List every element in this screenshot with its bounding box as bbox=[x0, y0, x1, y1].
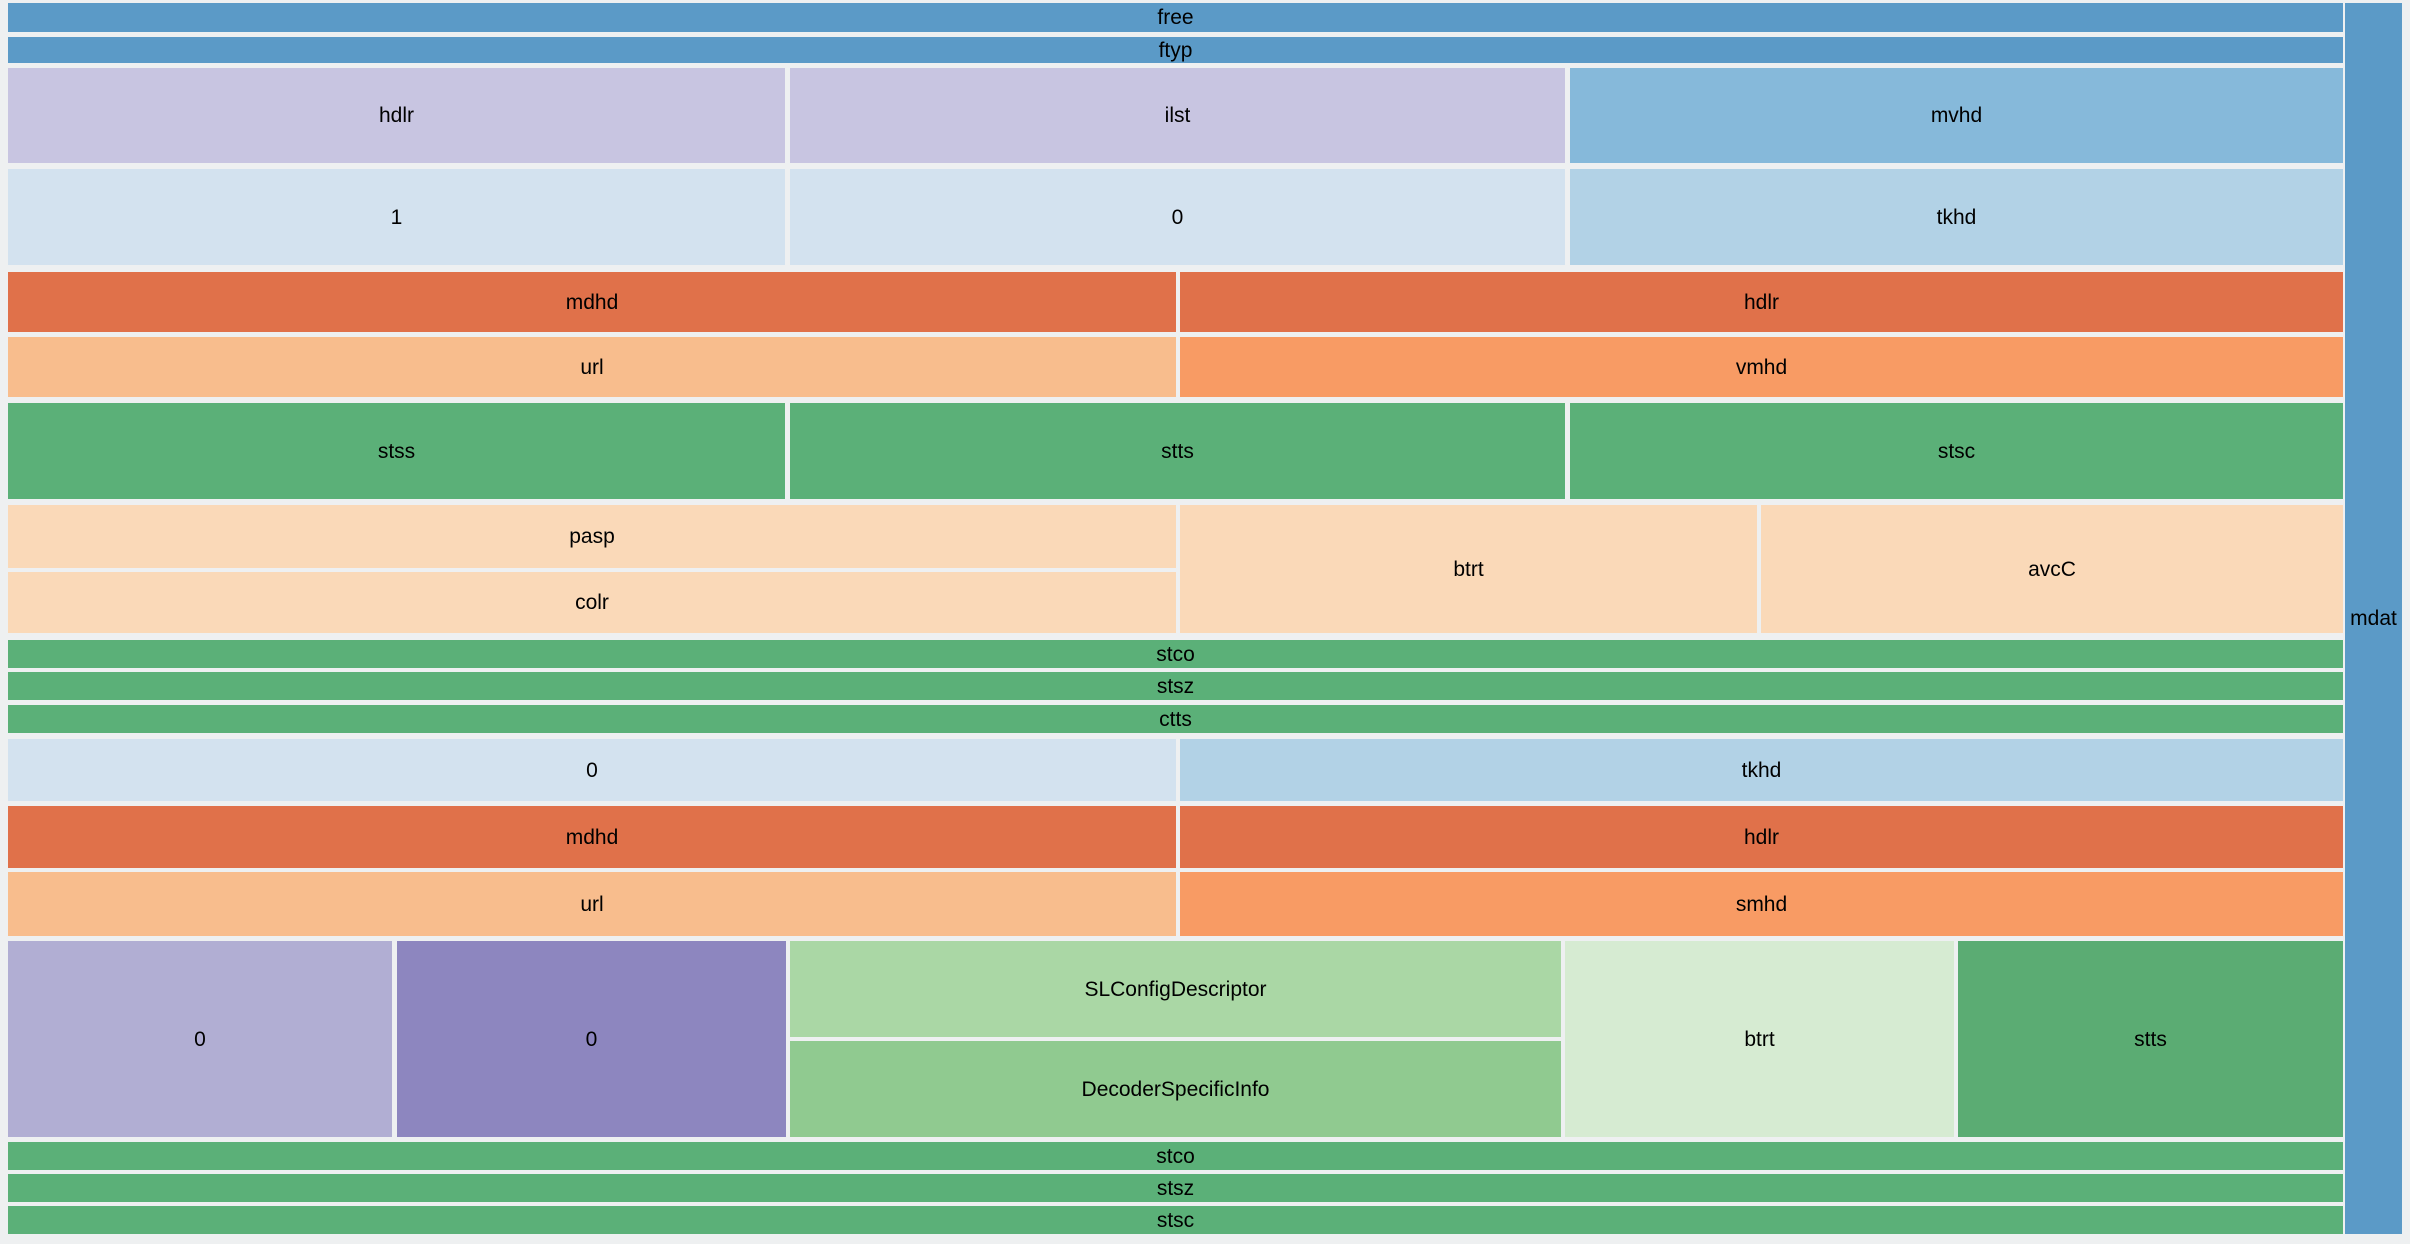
box-smhd[interactable]: smhd bbox=[1180, 872, 2343, 936]
box-value-0[interactable]: 0 bbox=[790, 169, 1565, 265]
box-label: 0 bbox=[585, 1027, 598, 1051]
box-label: ftyp bbox=[1158, 38, 1193, 62]
box-label: stsc bbox=[1156, 1208, 1195, 1232]
box-label: mdhd bbox=[565, 290, 619, 314]
box-mdat[interactable]: mdat bbox=[2345, 3, 2402, 1234]
box-url-audio[interactable]: url bbox=[8, 872, 1176, 936]
box-label: stss bbox=[377, 439, 416, 463]
box-stco-audio[interactable]: stco bbox=[8, 1142, 2343, 1170]
box-label: 0 bbox=[194, 1027, 206, 1051]
box-pasp[interactable]: pasp bbox=[8, 505, 1176, 568]
box-label: smhd bbox=[1735, 892, 1788, 916]
box-decoderspecificinfo[interactable]: DecoderSpecificInfo bbox=[790, 1041, 1561, 1137]
box-label: stco bbox=[1156, 642, 1195, 666]
box-value-0-esds-b[interactable]: 0 bbox=[397, 941, 786, 1137]
box-btrt-video[interactable]: btrt bbox=[1180, 505, 1757, 633]
box-stsc-video[interactable]: stsc bbox=[1570, 403, 2343, 499]
box-free[interactable]: free bbox=[8, 3, 2343, 32]
box-stsc-audio[interactable]: stsc bbox=[8, 1206, 2343, 1234]
box-label: stts bbox=[1161, 439, 1194, 463]
box-stss[interactable]: stss bbox=[8, 403, 785, 499]
box-label: mvhd bbox=[1930, 104, 1983, 127]
box-ctts[interactable]: ctts bbox=[8, 705, 2343, 733]
box-label: 1 bbox=[390, 205, 403, 229]
box-label: tkhd bbox=[1741, 758, 1782, 782]
box-label: hdlr bbox=[1743, 825, 1780, 849]
box-label: vmhd bbox=[1735, 355, 1788, 379]
box-stts-video[interactable]: stts bbox=[790, 403, 1565, 499]
box-value-0-audio[interactable]: 0 bbox=[8, 739, 1176, 801]
box-hdlr-media-audio[interactable]: hdlr bbox=[1180, 806, 2343, 868]
box-label: 0 bbox=[586, 758, 598, 782]
box-label: stsz bbox=[1156, 1176, 1195, 1200]
box-mvhd[interactable]: mvhd bbox=[1570, 68, 2343, 163]
box-label: SLConfigDescriptor bbox=[1084, 977, 1267, 1001]
box-label: mdhd bbox=[565, 825, 619, 849]
box-label: DecoderSpecificInfo bbox=[1081, 1077, 1270, 1101]
box-stts-audio[interactable]: stts bbox=[1958, 941, 2343, 1137]
box-value-1[interactable]: 1 bbox=[8, 169, 785, 265]
box-label: ilst bbox=[1164, 104, 1191, 127]
box-label: hdlr bbox=[378, 104, 415, 127]
box-btrt-audio[interactable]: btrt bbox=[1565, 941, 1954, 1137]
box-label: btrt bbox=[1744, 1027, 1775, 1051]
box-vmhd[interactable]: vmhd bbox=[1180, 337, 2343, 397]
box-label: mdat bbox=[2350, 607, 2397, 630]
box-mdhd-audio[interactable]: mdhd bbox=[8, 806, 1176, 868]
box-stsz-video[interactable]: stsz bbox=[8, 672, 2343, 700]
box-ftyp[interactable]: ftyp bbox=[8, 37, 2343, 63]
box-label: 0 bbox=[1171, 205, 1184, 229]
box-label: stco bbox=[1156, 1144, 1195, 1168]
box-label: free bbox=[1157, 6, 1194, 29]
box-ilst[interactable]: ilst bbox=[790, 68, 1565, 163]
box-label: stsz bbox=[1156, 674, 1195, 698]
box-avcc[interactable]: avcC bbox=[1761, 505, 2343, 633]
box-label: url bbox=[580, 355, 604, 379]
box-url-video[interactable]: url bbox=[8, 337, 1176, 397]
box-label: avcC bbox=[2028, 557, 2076, 581]
box-label: hdlr bbox=[1743, 290, 1780, 314]
box-label: url bbox=[580, 892, 604, 916]
box-mdhd-video[interactable]: mdhd bbox=[8, 272, 1176, 332]
box-label: pasp bbox=[569, 525, 615, 548]
box-tkhd-video[interactable]: tkhd bbox=[1570, 169, 2343, 265]
box-label: btrt bbox=[1453, 557, 1484, 581]
box-hdlr-media-video[interactable]: hdlr bbox=[1180, 272, 2343, 332]
box-label: ctts bbox=[1159, 707, 1192, 731]
box-tkhd-audio[interactable]: tkhd bbox=[1180, 739, 2343, 801]
box-value-0-esds-a[interactable]: 0 bbox=[8, 941, 392, 1137]
box-slconfigdescriptor[interactable]: SLConfigDescriptor bbox=[790, 941, 1561, 1037]
box-label: stsc bbox=[1937, 439, 1976, 463]
box-hdlr-meta[interactable]: hdlr bbox=[8, 68, 785, 163]
box-label: stts bbox=[2134, 1027, 2167, 1051]
box-label: colr bbox=[575, 591, 609, 614]
box-label: tkhd bbox=[1936, 205, 1977, 229]
box-stco-video[interactable]: stco bbox=[8, 640, 2343, 668]
box-stsz-audio[interactable]: stsz bbox=[8, 1174, 2343, 1202]
box-colr[interactable]: colr bbox=[8, 572, 1176, 633]
